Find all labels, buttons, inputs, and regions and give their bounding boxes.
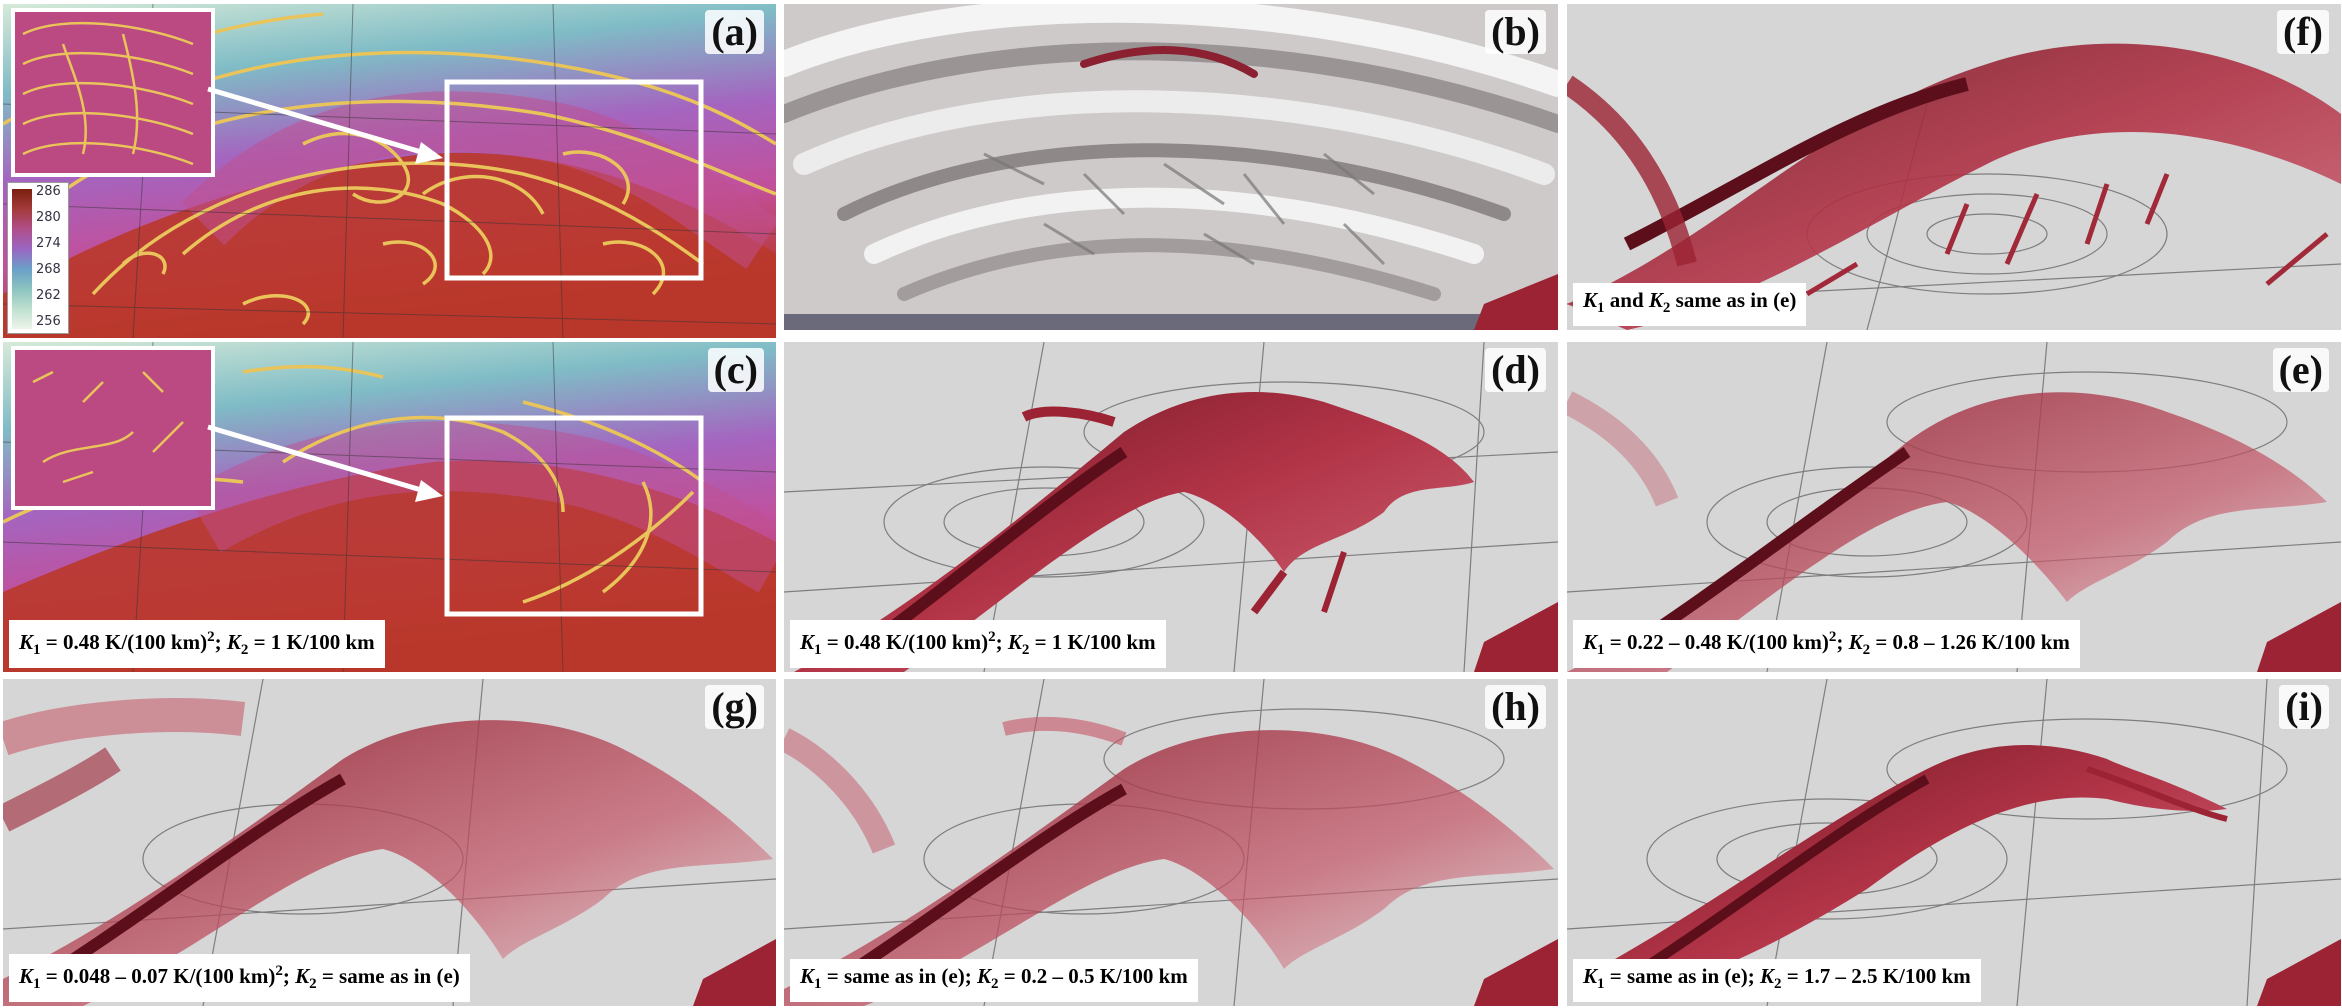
k2-symbol: K xyxy=(1848,629,1863,654)
k1-value: = 0.048 – 0.07 K/(100 km) xyxy=(40,963,276,988)
k2-subscript: 2 xyxy=(1021,642,1030,658)
k1-symbol: K xyxy=(19,629,34,654)
k1-value: = 0.48 K/(100 km) xyxy=(821,629,989,654)
k2-subscript: 2 xyxy=(990,976,999,992)
panel-g: (g) K1 = 0.048 – 0.07 K/(100 km)2; K2 = … xyxy=(3,679,776,1006)
colorbar-tick: 280 xyxy=(36,210,61,225)
k2-value: = 1.7 – 2.5 K/100 km xyxy=(1781,963,1971,988)
k1-subscript: 1 xyxy=(33,642,41,658)
caption-e: K1 = 0.22 – 0.48 K/(100 km)2; K2 = 0.8 –… xyxy=(1573,619,2080,668)
caption-i: K1 = same as in (e); K2 = 1.7 – 2.5 K/10… xyxy=(1573,958,1981,1002)
panel-label: (a) xyxy=(705,10,764,54)
k1-superscript: 2 xyxy=(988,628,996,645)
k1-symbol: K xyxy=(1583,287,1598,312)
colorbar-tick: 262 xyxy=(36,288,61,303)
panel-b: (b) xyxy=(784,4,1558,330)
panel-label: (h) xyxy=(1485,685,1546,729)
k2-value: same as in (e) xyxy=(1670,287,1797,312)
panel-e: (e) K1 = 0.22 – 0.48 K/(100 km)2; K2 = 0… xyxy=(1567,342,2341,672)
panel-i: (i) K1 = same as in (e); K2 = 1.7 – 2.5 … xyxy=(1567,679,2341,1006)
k1-subscript: 1 xyxy=(1597,976,1605,992)
k1-value: = same as in (e); xyxy=(821,963,977,988)
colorbar-tick: 256 xyxy=(36,314,61,329)
isosurface-render-g xyxy=(3,679,776,1006)
colorbar-tick: 268 xyxy=(36,262,61,277)
panel-f: (f) K1 and K2 same as in (e) xyxy=(1567,4,2341,330)
isosurface-render-i xyxy=(1567,679,2341,1006)
k1-value: = 0.22 – 0.48 K/(100 km) xyxy=(1604,629,1829,654)
k2-symbol: K xyxy=(295,963,310,988)
k1-subscript: 1 xyxy=(814,642,822,658)
caption-g: K1 = 0.048 – 0.07 K/(100 km)2; K2 = same… xyxy=(9,953,470,1002)
panel-label: (c) xyxy=(707,348,764,392)
temperature-map-c xyxy=(3,342,776,672)
panel-label: (d) xyxy=(1485,348,1546,392)
k2-subscript: 2 xyxy=(1862,642,1871,658)
panel-label: (g) xyxy=(705,685,764,729)
panel-a: 286 280 274 268 262 256 (a) xyxy=(3,4,776,338)
colorbar-tick: 274 xyxy=(36,236,61,251)
k1-value: = same as in (e); xyxy=(1604,963,1760,988)
panel-label: (i) xyxy=(2279,685,2329,729)
k2-symbol: K xyxy=(226,629,241,654)
k1-superscript: 2 xyxy=(1828,628,1837,645)
panel-label: (f) xyxy=(2277,10,2329,54)
caption-h: K1 = same as in (e); K2 = 0.2 – 0.5 K/10… xyxy=(790,958,1198,1002)
isosurface-render-d xyxy=(784,342,1558,672)
isosurface-render-f xyxy=(1567,4,2341,330)
panel-h: (h) K1 = same as in (e); K2 = 0.2 – 0.5 … xyxy=(784,679,1558,1006)
k2-value: = 1 K/100 km xyxy=(248,629,375,654)
k2-symbol: K xyxy=(1007,629,1022,654)
caption-c: K1 = 0.48 K/(100 km)2; K2 = 1 K/100 km xyxy=(9,619,385,668)
k2-symbol: K xyxy=(976,963,991,988)
caption-f: K1 and K2 same as in (e) xyxy=(1573,282,1807,326)
k1-subscript: 1 xyxy=(1597,642,1605,658)
k2-symbol: K xyxy=(1648,287,1663,312)
panel-label: (e) xyxy=(2272,348,2329,392)
k2-value: = 0.8 – 1.26 K/100 km xyxy=(1870,629,2070,654)
isosurface-render-b xyxy=(784,4,1558,330)
panel-d: (d) K1 = 0.48 K/(100 km)2; K2 = 1 K/100 … xyxy=(784,342,1558,672)
k2-value: = 0.2 – 0.5 K/100 km xyxy=(998,963,1188,988)
caption-d: K1 = 0.48 K/(100 km)2; K2 = 1 K/100 km xyxy=(790,619,1166,668)
k1-symbol: K xyxy=(1583,629,1598,654)
k2-subscript: 2 xyxy=(309,976,317,992)
panel-c: (c) K1 = 0.48 K/(100 km)2; K2 = 1 K/100 … xyxy=(3,342,776,672)
caption-mid: and xyxy=(1604,287,1649,312)
k1-superscript: 2 xyxy=(275,962,283,979)
k1-symbol: K xyxy=(1583,963,1598,988)
k2-subscript: 2 xyxy=(1662,300,1671,316)
temperature-map-a xyxy=(3,4,776,338)
k2-value: = same as in (e) xyxy=(316,963,460,988)
k1-superscript: 2 xyxy=(207,628,215,645)
k1-value: = 0.48 K/(100 km) xyxy=(40,629,208,654)
k1-subscript: 1 xyxy=(814,976,822,992)
colorbar-tick: 286 xyxy=(36,184,61,199)
panel-label: (b) xyxy=(1485,10,1546,54)
k1-subscript: 1 xyxy=(33,976,41,992)
k1-symbol: K xyxy=(800,963,815,988)
k2-symbol: K xyxy=(1759,963,1774,988)
k2-subscript: 2 xyxy=(1773,976,1782,992)
k2-value: = 1 K/100 km xyxy=(1029,629,1156,654)
k1-symbol: K xyxy=(800,629,815,654)
isosurface-render-h xyxy=(784,679,1558,1006)
colorbar: 286 280 274 268 262 256 xyxy=(7,182,69,334)
k1-subscript: 1 xyxy=(1597,300,1605,316)
colorbar-gradient xyxy=(12,189,32,329)
k2-subscript: 2 xyxy=(240,642,249,658)
k1-symbol: K xyxy=(19,963,34,988)
